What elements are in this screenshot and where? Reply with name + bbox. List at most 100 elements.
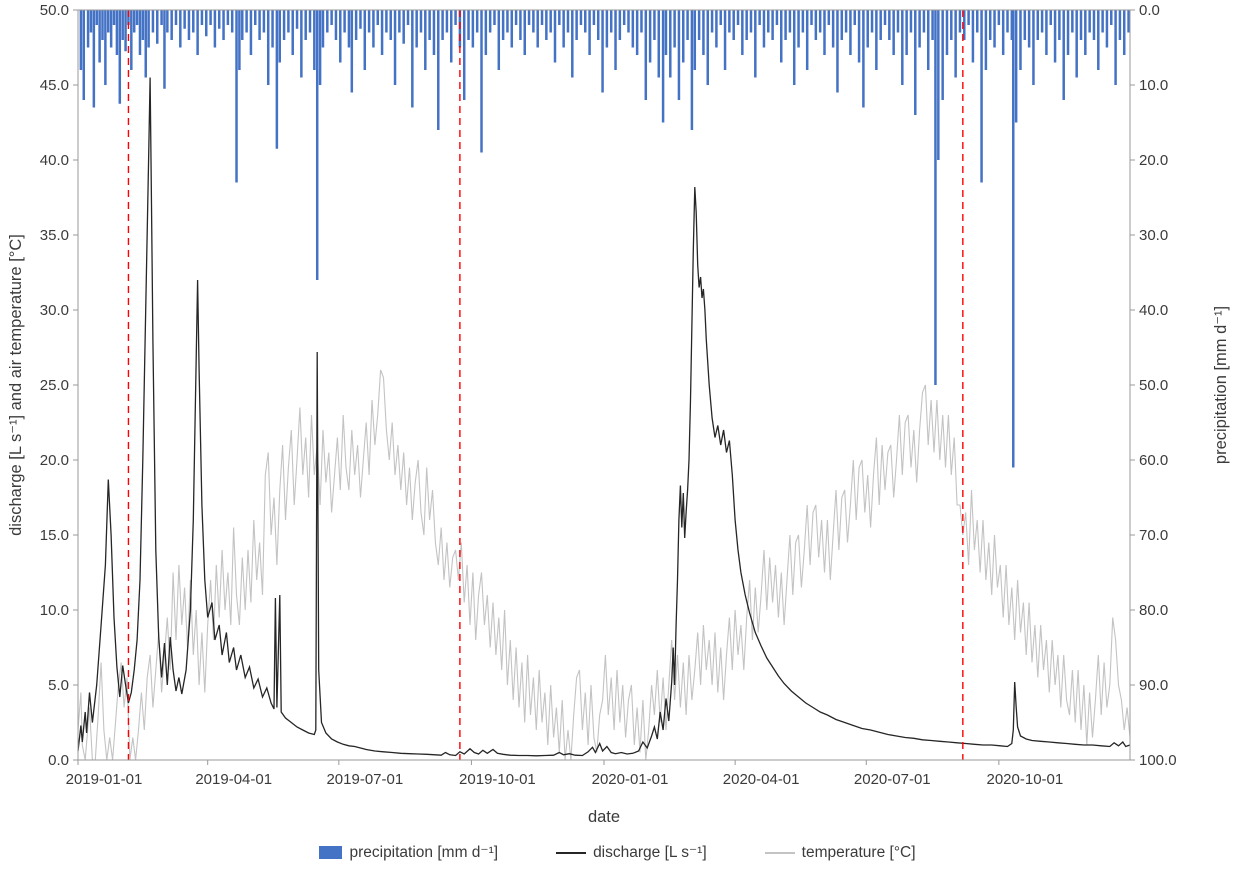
precipitation-bar [627,10,630,33]
precipitation-bar [350,10,354,93]
y-right-tick-label: 10.0 [1139,77,1168,94]
precipitation-bar [271,10,274,48]
precipitation-bar [130,10,133,70]
precipitation-bar [661,10,665,123]
precipitation-bar [118,10,122,104]
precipitation-bar [975,10,979,33]
precipitation-bar [840,10,844,40]
precipitation-bar [354,10,358,40]
precipitation-bar [313,10,316,70]
precipitation-bar [706,10,710,85]
precipitation-bar [445,10,449,33]
precipitation-bar [245,10,248,33]
precipitation-bar [174,10,178,25]
precipitation-bar [121,10,124,40]
precipitation-bar [592,10,596,25]
precipitation-bar [209,10,212,25]
legend-label-temperature: temperature [°C] [801,843,916,861]
precipitation-bar [124,10,127,52]
precipitation-bar [138,10,142,55]
precipitation-bar [857,10,861,63]
precipitation-bar [376,10,379,25]
precipitation-bar [673,10,676,48]
precipitation-bar [971,10,975,63]
precipitation-bar [471,10,475,48]
precipitation-bar [937,10,940,160]
precipitation-bar [1079,10,1083,40]
precipitation-bar [677,10,681,100]
precipitation-bar [402,10,405,44]
precipitation-bar [488,10,492,33]
y-left-tick-label: 40.0 [40,152,69,169]
y-right-tick-label: 70.0 [1139,527,1168,544]
precipitation-bar [1071,10,1074,33]
precipitation-bar [235,10,238,183]
y-left-tick-label: 20.0 [40,452,69,469]
precipitation-bar [1027,10,1031,48]
precipitation-bar [862,10,865,108]
x-tick-label: 2020-01-01 [592,771,669,788]
precipitation-bar [914,10,917,115]
precipitation-bar [432,10,436,55]
precipitation-bar [156,10,159,44]
precipitation-bar [454,10,457,25]
precipitation-bar [601,10,604,93]
precipitation-bar [135,10,139,25]
y-left-tick-label: 50.0 [40,2,69,19]
precipitation-bar [1001,10,1005,55]
precipitation-bar [732,10,735,40]
precipitation-bar [728,10,731,33]
precipitation-bar [571,10,574,78]
precipitation-bar [814,10,818,40]
precipitation-bar [941,10,944,100]
precipitation-bar [330,10,333,25]
precipitation-bar [1036,10,1040,40]
precipitation-bar [238,10,241,70]
precipitation-bar [702,10,705,55]
precipitation-bar [879,10,882,40]
precipitation-bar [888,10,891,40]
precipitation-bar [258,10,261,40]
precipitation-bar [805,10,809,70]
precipitation-bar [144,10,147,78]
precipitation-bar [622,10,626,25]
precipitation-bar [200,10,204,25]
precipitation-bar [132,10,136,33]
precipitation-bar [605,10,609,48]
precipitation-bar [343,10,346,33]
precipitation-bar [653,10,656,40]
y-left-tick-label: 45.0 [40,77,69,94]
precipitation-bar [980,10,983,183]
precipitation-bar [1114,10,1117,85]
precipitation-bar [380,10,384,55]
precipitation-bar [347,10,351,48]
precipitation-bar [875,10,878,70]
precipitation-bar [849,10,852,55]
precipitation-bar [304,10,307,40]
precipitation-bar [967,10,970,25]
chart-legend: precipitation [mm d⁻¹] discharge [L s⁻¹]… [0,843,1235,862]
precipitation-bar [411,10,414,108]
precipitation-bar [635,10,639,55]
precipitation-bar [166,10,169,33]
precipitation-bar [1010,10,1014,40]
precipitation-bar [1045,10,1048,55]
precipitation-bar [1084,10,1087,55]
precipitation-bar [326,10,329,33]
temperature-legend-marker [764,851,795,854]
precipitation-bar [988,10,992,40]
precipitation-bar [393,10,397,85]
precipitation-bar [958,10,962,33]
precipitation-bar [372,10,375,48]
precipitation-bar [127,10,130,25]
discharge-line [77,77,1131,757]
precipitation-bar [640,10,643,33]
y-left-tick-label: 35.0 [40,227,69,244]
y-right-tick-label: 90.0 [1139,677,1168,694]
precipitation-bar [222,10,225,40]
precipitation-bar [385,10,388,33]
y-right-tick-label: 60.0 [1139,452,1168,469]
precipitation-bar [609,10,613,33]
precipitation-bar [909,10,913,33]
precipitation-bar [749,10,753,33]
